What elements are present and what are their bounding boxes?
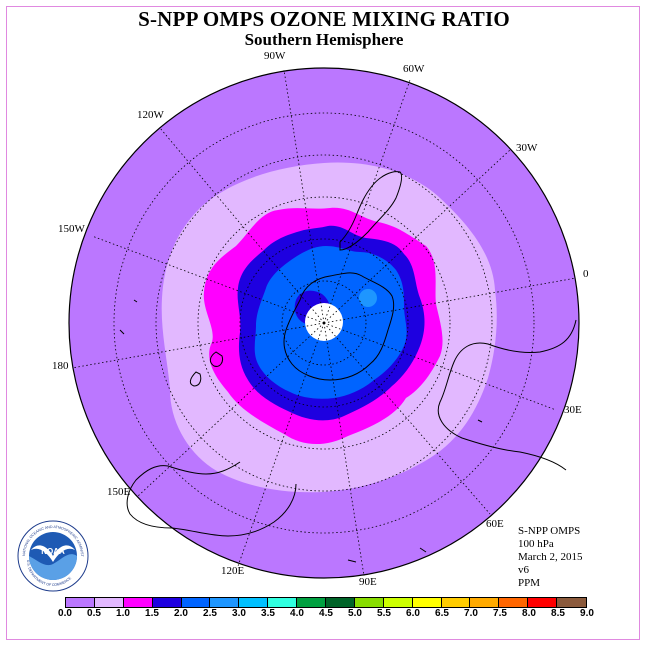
colorbar-tick-label: 9.0 <box>580 608 594 619</box>
colorbar-tick-label: 7.0 <box>464 608 478 619</box>
map-boundary <box>68 67 580 579</box>
colorbar-tick-label: 6.0 <box>406 608 420 619</box>
noaa-logo-text: NOAA <box>41 547 65 556</box>
colorbar-tick-label: 7.5 <box>493 608 507 619</box>
colorbar-segment <box>66 598 95 607</box>
colorbar-segment <box>297 598 327 607</box>
coastline-antarctica <box>283 272 395 381</box>
colorbar-tick-label: 0.5 <box>87 608 101 619</box>
colorbar-tick-label: 5.0 <box>348 608 362 619</box>
colorbar-segment <box>123 598 153 607</box>
page-subtitle: Southern Hemisphere <box>244 30 404 49</box>
colorbar-tick-label: 4.5 <box>319 608 333 619</box>
lon-label-60e: 60E <box>486 518 504 530</box>
coastline-australia <box>126 461 297 537</box>
colorbar-segment <box>499 598 529 607</box>
lon-label-120w: 120W <box>137 109 164 121</box>
colorbar-segment <box>239 598 269 607</box>
colorbar-tick-label: 8.0 <box>522 608 536 619</box>
colorbar-tick-label: 3.0 <box>232 608 246 619</box>
colorbar-tick-label: 8.5 <box>551 608 565 619</box>
colorbar-tick-label: 1.0 <box>116 608 130 619</box>
lon-label-30w: 30W <box>516 142 538 154</box>
colorbar-segment <box>441 598 471 607</box>
coastline-south-america <box>339 171 403 251</box>
info-level: 100 hPa <box>518 538 554 550</box>
info-version: v6 <box>518 564 529 576</box>
info-block: S-NPP OMPS 100 hPa March 2, 2015 v6 PPM <box>518 525 582 590</box>
colorbar <box>65 597 587 608</box>
colorbar-segment <box>94 598 124 607</box>
coastline-islands <box>119 299 483 563</box>
colorbar-segment <box>383 598 413 607</box>
coastline-new-zealand <box>189 351 223 387</box>
colorbar-segment <box>181 598 211 607</box>
colorbar-ticks: 0.0 0.5 1.0 1.5 2.0 2.5 3.0 3.5 4.0 4.5 5.0 5.5 6.0 6… <box>0 608 648 622</box>
colorbar-tick-label: 3.5 <box>261 608 275 619</box>
colorbar-tick-label: 2.0 <box>174 608 188 619</box>
colorbar-tick-label: 5.5 <box>377 608 391 619</box>
colorbar-tick-label: 0.0 <box>58 608 72 619</box>
colorbar-tick-label: 4.0 <box>290 608 304 619</box>
colorbar-segment <box>210 598 240 607</box>
colorbar-tick-label: 1.5 <box>145 608 159 619</box>
lon-label-30e: 30E <box>564 404 582 416</box>
colorbar-segment <box>354 598 384 607</box>
colorbar-segment <box>152 598 182 607</box>
lon-label-180: 180 <box>52 360 69 372</box>
lon-label-0: 0 <box>583 268 589 280</box>
noaa-logo: NOAA NATIONAL OCEANIC AND ATMOSPHERIC AD… <box>17 520 89 592</box>
lon-label-60w: 60W <box>403 63 425 75</box>
lon-label-90w: 90W <box>264 50 286 62</box>
colorbar-tick-label: 6.5 <box>435 608 449 619</box>
lon-label-150e: 150E <box>107 486 131 498</box>
info-date: March 2, 2015 <box>518 551 583 563</box>
coastline-africa <box>437 319 577 471</box>
lon-label-150w: 150W <box>58 223 85 235</box>
colorbar-segment <box>557 598 587 607</box>
info-instrument: S-NPP OMPS <box>518 525 581 537</box>
page-title: S-NPP OMPS OZONE MIXING RATIO <box>138 7 510 31</box>
colorbar-tick-label: 2.5 <box>203 608 217 619</box>
ozone-level-2.5-3.0 <box>359 289 377 307</box>
lon-label-120e: 120E <box>221 565 245 577</box>
colorbar-segment <box>268 598 298 607</box>
colorbar-segment <box>412 598 442 607</box>
lon-label-90e: 90E <box>359 576 377 588</box>
colorbar-segment <box>528 598 558 607</box>
figure-frame <box>6 6 640 640</box>
colorbar-segment <box>326 598 355 607</box>
colorbar-segment <box>470 598 500 607</box>
info-units: PPM <box>518 577 541 589</box>
